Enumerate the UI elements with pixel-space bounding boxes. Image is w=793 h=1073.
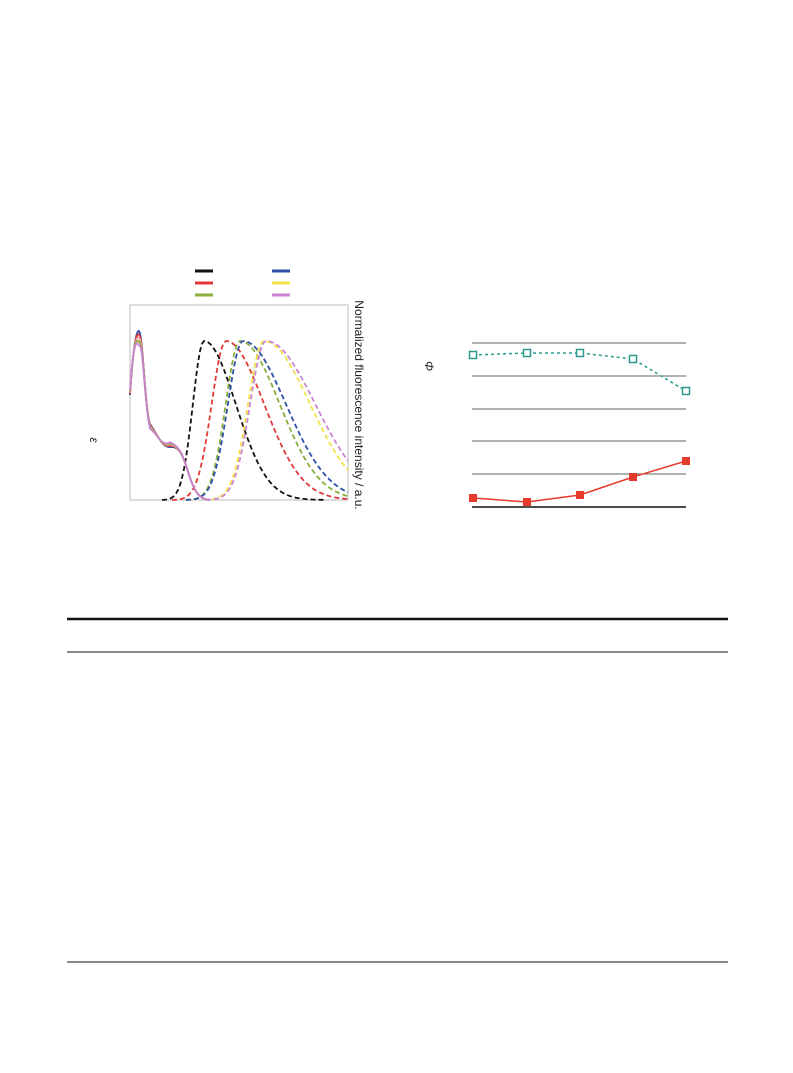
emission-curve [205, 340, 349, 501]
marker [575, 348, 585, 358]
right-grid [472, 342, 686, 508]
marker [469, 494, 477, 502]
y-axis-label: ε [87, 437, 101, 443]
emission-curve [161, 340, 325, 501]
markers [468, 348, 691, 396]
legend [195, 269, 290, 297]
markers [469, 457, 690, 506]
emission-curve [185, 340, 349, 501]
marker [522, 348, 532, 358]
y2-axis-label: Normalized fluorescence intensity / a.u. [352, 300, 366, 509]
marker [468, 350, 478, 360]
absorption-curve [129, 342, 211, 501]
marker [681, 386, 691, 396]
series-line [472, 352, 687, 392]
spectra [129, 330, 349, 501]
plot-frame [129, 304, 349, 501]
emission-curve [203, 340, 349, 501]
y-axis-label: Φ [422, 361, 436, 371]
marker [523, 498, 531, 506]
emission-curve [171, 340, 349, 501]
marker [629, 473, 637, 481]
marker [628, 354, 638, 364]
table-rules [67, 617, 728, 963]
marker [682, 457, 690, 465]
marker [576, 491, 584, 499]
